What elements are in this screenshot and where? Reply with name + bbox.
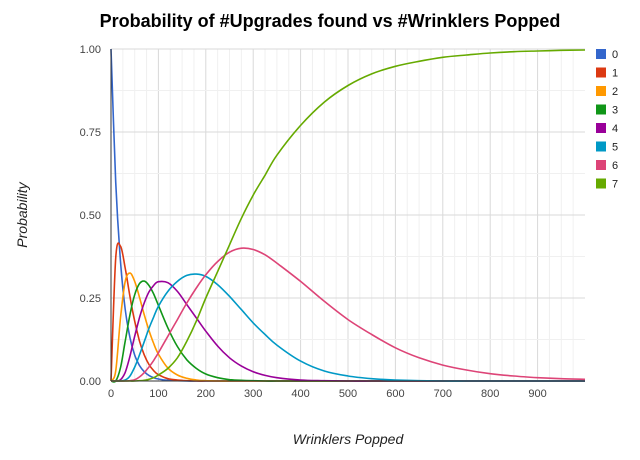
- y-tick-label: 0.75: [80, 127, 101, 139]
- legend-label-0: 0: [612, 49, 618, 61]
- legend-swatch-6: [596, 160, 606, 170]
- legend-swatch-1: [596, 67, 606, 78]
- x-tick-label: 300: [244, 388, 262, 400]
- legend: 0 1 2 3 4 5 6 7: [596, 49, 618, 191]
- legend-label-5: 5: [612, 142, 618, 154]
- legend-label-7: 7: [612, 179, 618, 191]
- y-tick-label: 1.00: [80, 44, 101, 56]
- legend-label-1: 1: [612, 68, 618, 80]
- legend-label-3: 3: [612, 105, 618, 117]
- legend-label-2: 2: [612, 86, 618, 98]
- x-tick-label: 200: [197, 388, 215, 400]
- chart-title: Probability of #Upgrades found vs #Wrink…: [100, 11, 561, 31]
- legend-swatch-5: [596, 141, 606, 152]
- legend-swatch-7: [596, 178, 606, 189]
- y-tick-label: 0.25: [80, 293, 101, 305]
- x-tick-label: 500: [339, 388, 357, 400]
- legend-swatch-3: [596, 104, 606, 115]
- legend-swatch-2: [596, 86, 606, 96]
- y-tick-label: 0.00: [80, 376, 101, 388]
- x-tick-label: 600: [386, 388, 404, 400]
- x-tick-label: 700: [434, 388, 452, 400]
- y-axis-label: Probability: [14, 181, 30, 247]
- axes: 0 100 200 300 400 500 600 700 800 900 0.00 0.25 0.50…: [80, 44, 585, 400]
- legend-label-4: 4: [612, 123, 618, 135]
- x-axis-label: Wrinklers Popped: [293, 431, 405, 447]
- legend-swatch-0: [596, 49, 606, 59]
- x-tick-label: 400: [291, 388, 309, 400]
- legend-label-6: 6: [612, 160, 618, 172]
- x-tick-label: 0: [108, 388, 114, 400]
- x-tick-label: 800: [481, 388, 499, 400]
- grid: [111, 48, 585, 381]
- x-tick-label: 900: [528, 388, 546, 400]
- legend-swatch-4: [596, 123, 606, 133]
- y-tick-label: 0.50: [80, 210, 101, 222]
- x-tick-label: 100: [149, 388, 167, 400]
- series-6-line: [111, 247, 586, 382]
